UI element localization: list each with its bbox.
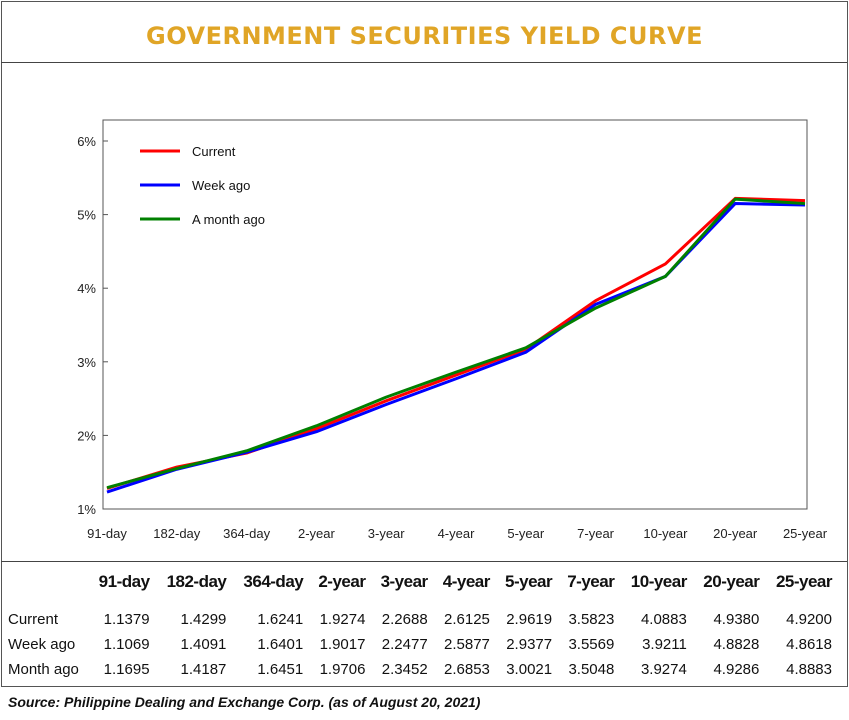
x-tick-label: 10-year [643, 526, 688, 541]
table-header-cell: 25-year [775, 572, 833, 591]
y-tick-label: 1% [77, 502, 96, 517]
table-header-cell: 5-year [505, 572, 553, 591]
table-cell: 2.3452 [381, 661, 428, 678]
x-tick-label: 2-year [298, 526, 336, 541]
table-cell: 2.6853 [444, 661, 490, 678]
table-cell: 4.8883 [786, 661, 832, 678]
legend: Current Week ago A month ago [140, 144, 265, 227]
table-header-row: 91-day 182-day 364-day 2-year 3-year 4-year 5-… [8, 562, 838, 597]
x-tick-label: 91-day [87, 526, 127, 541]
table-cell: 1.9274 [319, 611, 366, 628]
table-cell: 3.5048 [568, 661, 615, 678]
source-note: Source: Philippine Dealing and Exchange … [8, 694, 481, 710]
x-tick-label: 4-year [438, 526, 476, 541]
table-row: Week ago 1.1069 1.4091 1.6401 1.9017 2.2477 2.… [8, 632, 838, 657]
x-tick-label: 5-year [507, 526, 545, 541]
table-cell: 4.8828 [713, 636, 760, 653]
table-cell: 1.4091 [180, 636, 227, 653]
table-cell: 1.4299 [180, 611, 227, 628]
table-cell: 4.9286 [713, 661, 760, 678]
y-axis: 1% 2% 3% 4% 5% 6% [77, 134, 108, 517]
y-tick-label: 4% [77, 281, 96, 296]
table-spacer-row [8, 597, 838, 607]
table-cell: 3.9211 [642, 636, 687, 653]
title-divider [1, 62, 847, 63]
table-cell: 4.9380 [713, 611, 760, 628]
table-cell: 1.6241 [257, 611, 304, 628]
y-tick-label: 2% [77, 428, 96, 443]
table-header-cell: 7-year [567, 572, 615, 591]
table-cell: 1.6401 [257, 636, 304, 653]
x-axis: 91-day 182-day 364-day 2-year 3-year 4-year 5-… [87, 526, 828, 541]
table-row-label: Month ago [8, 661, 79, 678]
table-cell: 4.0883 [640, 611, 687, 628]
table-cell: 3.9274 [640, 661, 687, 678]
table-row-label: Current [8, 611, 59, 628]
y-tick-label: 6% [77, 134, 96, 149]
table-cell: 2.9619 [506, 611, 553, 628]
x-tick-label: 182-day [153, 526, 200, 541]
chart-title: GOVERNMENT SECURITIES YIELD CURVE [146, 22, 703, 50]
table-row: Current 1.1379 1.4299 1.6241 1.9274 2.2688 2.6… [8, 607, 838, 632]
table-cell: 4.9200 [786, 611, 832, 628]
table-cell: 1.4187 [180, 661, 227, 678]
table-header-cell: 91-day [98, 572, 150, 591]
table-header-cell: 4-year [442, 572, 491, 591]
x-tick-label: 7-year [577, 526, 615, 541]
table-cell: 1.9706 [319, 661, 366, 678]
table-cell: 3.5823 [568, 611, 615, 628]
table-row-label: Week ago [8, 636, 76, 653]
table-header-cell: 182-day [166, 572, 227, 591]
legend-label: Week ago [192, 178, 250, 193]
table-cell: 2.2688 [381, 611, 428, 628]
table-cell: 1.9017 [319, 636, 366, 653]
table-cell: 2.2477 [381, 636, 428, 653]
table-cell: 1.1695 [103, 661, 150, 678]
x-tick-label: 3-year [368, 526, 406, 541]
series-lines [106, 196, 806, 494]
yield-table: 91-day 182-day 364-day 2-year 3-year 4-year 5-… [8, 562, 838, 682]
x-tick-label: 25-year [783, 526, 828, 541]
table-divider [1, 561, 847, 562]
table-corner-cell [8, 562, 89, 597]
table-header-cell: 20-year [703, 572, 760, 591]
table-cell: 2.6125 [444, 611, 490, 628]
table-cell: 2.5877 [444, 636, 490, 653]
table-body: Current 1.1379 1.4299 1.6241 1.9274 2.2688 2.6… [8, 597, 838, 682]
table-cell: 1.1379 [103, 611, 150, 628]
plot-area [102, 119, 808, 510]
legend-label: A month ago [192, 212, 265, 227]
table-cell: 2.9377 [506, 636, 553, 653]
table-cell: 1.6451 [257, 661, 304, 678]
y-tick-label: 3% [77, 355, 96, 370]
table-cell: 3.0021 [506, 661, 553, 678]
table-header-cell: 2-year [318, 572, 366, 591]
table-header-cell: 364-day [243, 572, 304, 591]
table-header-cell: 3-year [380, 572, 429, 591]
y-tick-label: 5% [77, 208, 96, 223]
yield-curve-chart: 1% 2% 3% 4% 5% 6% 91-day 182-day 364-day 2-year 3… [77, 119, 828, 541]
table-cell: 4.8618 [786, 636, 832, 653]
table-row: Month ago 1.1695 1.4187 1.6451 1.9706 2.3452 2… [8, 657, 838, 682]
legend-label: Current [192, 144, 236, 159]
series-line-a-month-ago [106, 197, 806, 490]
table-cell: 1.1069 [103, 636, 150, 653]
x-tick-label: 20-year [713, 526, 758, 541]
x-tick-label: 364-day [223, 526, 270, 541]
table-header-cell: 10-year [630, 572, 688, 591]
table-cell: 3.5569 [568, 636, 615, 653]
